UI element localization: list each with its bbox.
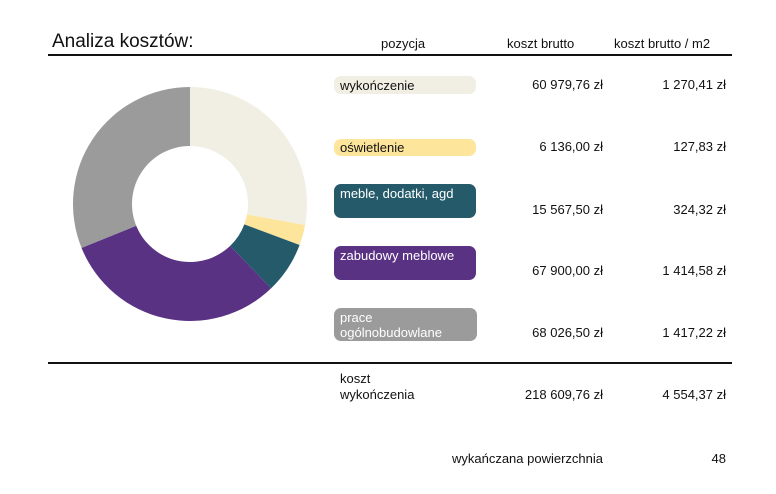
row-per-m2-meble: 324,32 zł [673, 202, 726, 217]
column-header-per-m2: koszt brutto / m2 [614, 36, 711, 51]
legend-pill-zabudowy: zabudowy meblowe [334, 246, 476, 280]
row-gross-meble: 15 567,50 zł [532, 202, 603, 217]
header-divider [48, 54, 732, 56]
area-label: wykańczana powierzchnia [451, 451, 603, 466]
row-label: wykończenie [340, 77, 415, 93]
row-per-m2-zabudowy: 1 414,58 zł [662, 263, 726, 278]
area-value: 48 [711, 451, 726, 466]
donut-slice-meble [230, 224, 300, 289]
column-header-position: pozycja [381, 36, 426, 51]
total-gross: 218 609,76 zł [524, 387, 603, 402]
row-gross-oswietlenie: 6 136,00 zł [539, 139, 603, 154]
legend-pill-wykonczenie: wykończenie [334, 76, 476, 94]
row-label: meble, dodatki, agd [340, 186, 454, 201]
row-gross-zabudowy: 67 900,00 zł [532, 263, 603, 278]
donut-slice-prace [73, 87, 190, 248]
donut-slice-wykonczenie [190, 87, 307, 226]
cost-donut-chart [73, 87, 307, 321]
row-label: zabudowy meblowe [340, 248, 455, 263]
donut-slice-oswietlenie [244, 214, 306, 246]
total-per-m2: 4 554,37 zł [662, 387, 726, 402]
row-gross-wykonczenie: 60 979,76 zł [532, 77, 603, 92]
row-label: oświetlenie [340, 140, 405, 155]
row-per-m2-prace: 1 417,22 zł [662, 325, 726, 340]
legend-pill-prace: prace ogólnobudowlane [334, 308, 477, 341]
column-header-gross: koszt brutto [507, 36, 575, 51]
row-per-m2-oswietlenie: 127,83 zł [673, 139, 726, 154]
donut-slice-zabudowy [81, 225, 272, 321]
legend-pill-oswietlenie: oświetlenie [334, 139, 476, 156]
row-per-m2-wykonczenie: 1 270,41 zł [662, 77, 726, 92]
total-label: koszt wykończenia [340, 371, 415, 402]
total-divider [48, 362, 732, 364]
row-label: prace ogólnobudowlane [340, 310, 442, 340]
page-title: Analiza kosztów: [52, 31, 194, 52]
legend-pill-meble: meble, dodatki, agd [334, 184, 476, 218]
row-gross-prace: 68 026,50 zł [532, 325, 603, 340]
